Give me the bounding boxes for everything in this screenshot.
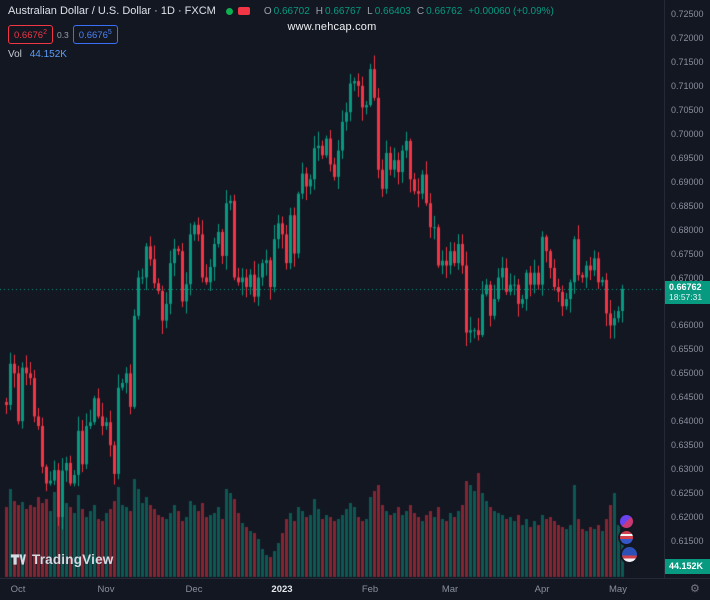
price-scale-label: 0.67000 [671,272,704,283]
market-status-dot-icon[interactable] [225,7,233,15]
time-axis-label-nov: Nov [97,584,115,595]
price-scale-label: 0.64500 [671,392,704,403]
price-scale-label: 0.62000 [671,512,704,523]
price-scale-label: 0.72500 [671,9,704,19]
volume-axis-label: 44.152K [665,559,710,574]
time-axis-label-dec: Dec [185,584,203,595]
event-flag-icon-1[interactable] [620,515,633,528]
change-value: +0.00060 (+0.09%) [468,5,554,17]
high-value: 0.66767 [325,5,362,17]
low-value: 0.66403 [374,5,411,17]
price-scale-label: 0.65500 [671,344,704,355]
order-panel: 0.66762 0.3 0.66765 [8,25,118,45]
time-axis[interactable]: ⚙ Oct Nov Dec 2023 Feb Mar Apr May [0,578,710,600]
price-scale-label: 0.71500 [671,56,704,67]
bar-countdown: 18:57:31 [669,292,703,302]
volume-legend-label: Vol [8,49,22,60]
tradingview-logo[interactable]: TradingView [10,551,113,568]
flag-marker-icon[interactable] [237,7,250,15]
ohlc-values: O 0.66702 H 0.66767 L 0.66403 C 0.66762 +0.0… [258,6,554,17]
time-axis-label-mar: Mar [441,584,459,595]
price-scale-label: 0.69000 [671,176,704,187]
axis-settings-gear-icon[interactable]: ⚙ [690,583,700,595]
price-scale-label: 0.62500 [671,488,704,499]
price-scale-label: 0.67500 [671,248,704,259]
time-axis-label-may: May [609,584,627,595]
price-scale-label: 0.70000 [671,128,704,139]
price-scale-label: 0.66000 [671,320,704,331]
chart-legend: Australian Dollar / U.S. Dollar · 1D · F… [8,5,554,17]
price-scale-label: 0.65000 [671,368,704,379]
current-price-value: 0.66762 [669,282,702,292]
volume-legend-value: 44.152K [29,49,67,60]
price-scale-label: 0.72000 [671,32,704,43]
high-label: H [315,5,323,17]
watermark: www.nehcap.com [287,21,377,33]
price-scale-label: 0.68500 [671,200,704,211]
open-value: 0.66702 [273,5,310,17]
price-scale-label: 0.64000 [671,416,704,427]
price-scale-label: 0.61500 [671,536,704,546]
spread-value: 0.3 [56,29,69,40]
price-scale-label: 0.69500 [671,152,704,163]
event-flag-icon-2[interactable] [620,531,633,544]
time-axis-label-apr: Apr [534,584,550,595]
buy-price-button[interactable]: 0.66765 [72,25,118,45]
time-axis-label-oct: Oct [10,584,26,595]
tradingview-logo-mark-icon [10,554,26,565]
price-scale-label: 0.63500 [671,440,704,451]
close-value: 0.66762 [426,5,463,17]
price-scale-label: 0.63000 [671,464,704,475]
price-scale-label: 0.71000 [671,80,704,91]
tradingview-logo-text: TradingView [32,552,114,567]
sell-price-button[interactable]: 0.66762 [8,25,53,45]
volume-legend[interactable]: Vol 44.152K [8,49,67,60]
low-label: L [367,5,373,17]
close-label: C [416,5,425,17]
event-flag-icon-3[interactable] [622,547,637,562]
symbol-title[interactable]: Australian Dollar / U.S. Dollar · 1D · F… [8,5,216,17]
price-scale-label: 0.68000 [671,224,704,235]
open-label: O [263,5,272,17]
current-price-label: 0.66762 18:57:31 [665,281,710,304]
time-axis-label-feb: Feb [361,584,379,595]
time-axis-label-2023: 2023 [271,584,293,595]
price-scale-label: 0.70500 [671,104,704,115]
